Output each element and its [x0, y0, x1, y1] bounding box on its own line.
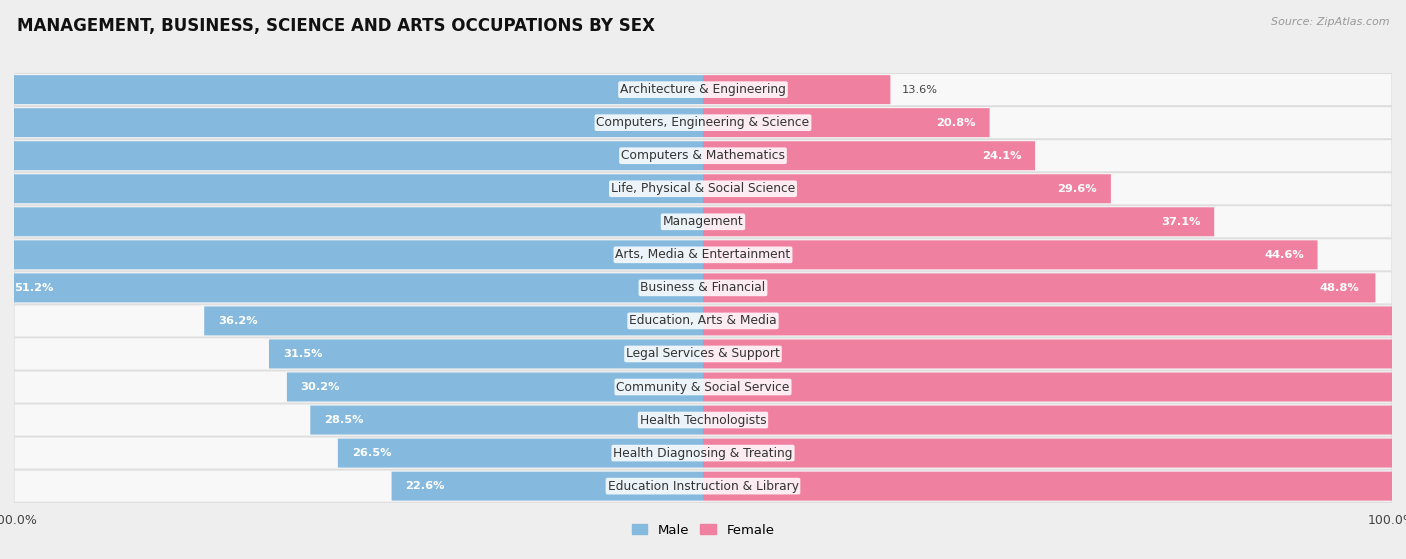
Text: Health Technologists: Health Technologists: [640, 414, 766, 427]
FancyBboxPatch shape: [14, 305, 1392, 337]
Text: 26.5%: 26.5%: [352, 448, 391, 458]
Text: Education, Arts & Media: Education, Arts & Media: [630, 314, 776, 328]
Text: Computers, Engineering & Science: Computers, Engineering & Science: [596, 116, 810, 129]
FancyBboxPatch shape: [703, 405, 1406, 434]
Text: 48.8%: 48.8%: [1319, 283, 1358, 293]
FancyBboxPatch shape: [337, 439, 703, 467]
Text: 28.5%: 28.5%: [325, 415, 364, 425]
FancyBboxPatch shape: [703, 372, 1406, 401]
FancyBboxPatch shape: [0, 141, 703, 170]
Text: Business & Financial: Business & Financial: [641, 281, 765, 295]
Text: Legal Services & Support: Legal Services & Support: [626, 348, 780, 361]
FancyBboxPatch shape: [269, 339, 703, 368]
FancyBboxPatch shape: [703, 439, 1406, 467]
FancyBboxPatch shape: [0, 207, 703, 236]
FancyBboxPatch shape: [14, 470, 1392, 502]
FancyBboxPatch shape: [14, 206, 1392, 238]
Text: 22.6%: 22.6%: [405, 481, 444, 491]
Text: Life, Physical & Social Science: Life, Physical & Social Science: [610, 182, 796, 195]
FancyBboxPatch shape: [703, 306, 1406, 335]
FancyBboxPatch shape: [703, 141, 1035, 170]
Text: 20.8%: 20.8%: [936, 118, 976, 127]
Text: Management: Management: [662, 215, 744, 228]
Text: 29.6%: 29.6%: [1057, 184, 1097, 194]
Text: 30.2%: 30.2%: [301, 382, 340, 392]
FancyBboxPatch shape: [703, 472, 1406, 501]
FancyBboxPatch shape: [703, 207, 1215, 236]
Text: Arts, Media & Entertainment: Arts, Media & Entertainment: [616, 248, 790, 262]
Text: Source: ZipAtlas.com: Source: ZipAtlas.com: [1271, 17, 1389, 27]
FancyBboxPatch shape: [14, 74, 1392, 106]
Text: 36.2%: 36.2%: [218, 316, 257, 326]
FancyBboxPatch shape: [14, 107, 1392, 139]
FancyBboxPatch shape: [287, 372, 703, 401]
FancyBboxPatch shape: [0, 108, 703, 137]
FancyBboxPatch shape: [0, 240, 703, 269]
FancyBboxPatch shape: [0, 273, 703, 302]
FancyBboxPatch shape: [0, 174, 703, 203]
Text: 44.6%: 44.6%: [1264, 250, 1303, 260]
Legend: Male, Female: Male, Female: [626, 518, 780, 542]
FancyBboxPatch shape: [14, 140, 1392, 172]
Text: 31.5%: 31.5%: [283, 349, 322, 359]
FancyBboxPatch shape: [703, 108, 990, 137]
Text: Health Diagnosing & Treating: Health Diagnosing & Treating: [613, 447, 793, 459]
FancyBboxPatch shape: [703, 339, 1406, 368]
Text: Education Instruction & Library: Education Instruction & Library: [607, 480, 799, 492]
FancyBboxPatch shape: [14, 338, 1392, 370]
FancyBboxPatch shape: [14, 437, 1392, 469]
FancyBboxPatch shape: [14, 371, 1392, 403]
FancyBboxPatch shape: [14, 404, 1392, 436]
FancyBboxPatch shape: [703, 273, 1375, 302]
Text: Architecture & Engineering: Architecture & Engineering: [620, 83, 786, 96]
FancyBboxPatch shape: [14, 173, 1392, 205]
FancyBboxPatch shape: [703, 174, 1111, 203]
FancyBboxPatch shape: [0, 75, 703, 104]
FancyBboxPatch shape: [392, 472, 703, 501]
Text: Computers & Mathematics: Computers & Mathematics: [621, 149, 785, 162]
FancyBboxPatch shape: [311, 405, 703, 434]
FancyBboxPatch shape: [14, 272, 1392, 304]
FancyBboxPatch shape: [703, 240, 1317, 269]
Text: 37.1%: 37.1%: [1161, 217, 1201, 227]
Text: 24.1%: 24.1%: [981, 151, 1021, 161]
Text: 51.2%: 51.2%: [14, 283, 53, 293]
FancyBboxPatch shape: [14, 239, 1392, 271]
Text: 13.6%: 13.6%: [901, 84, 938, 94]
Text: MANAGEMENT, BUSINESS, SCIENCE AND ARTS OCCUPATIONS BY SEX: MANAGEMENT, BUSINESS, SCIENCE AND ARTS O…: [17, 17, 655, 35]
FancyBboxPatch shape: [204, 306, 703, 335]
FancyBboxPatch shape: [703, 75, 890, 104]
Text: Community & Social Service: Community & Social Service: [616, 381, 790, 394]
